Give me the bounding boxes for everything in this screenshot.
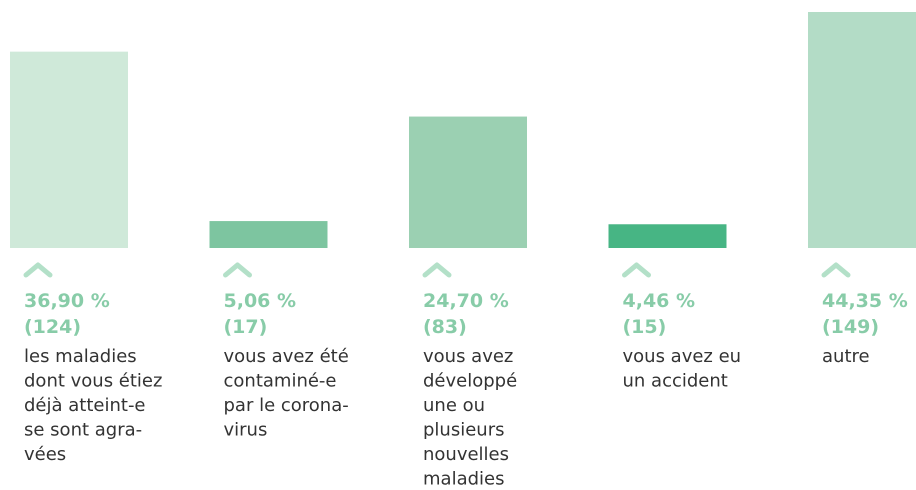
- category-label: vous avez été: [224, 346, 349, 367]
- count-label: (149): [822, 316, 879, 338]
- category-label: contaminé-e: [224, 371, 337, 392]
- category-label: virus: [224, 420, 268, 441]
- category-label: développé: [423, 371, 517, 392]
- count-label: (83): [423, 316, 467, 338]
- count-label: (15): [623, 316, 667, 338]
- chevron: [622, 262, 651, 278]
- category-label: vous avez eu: [623, 346, 742, 367]
- category-label: vées: [24, 444, 66, 465]
- bar: [808, 12, 916, 248]
- chevron: [422, 262, 452, 278]
- bar: [608, 224, 727, 248]
- value-label: 44,35 %: [822, 290, 908, 312]
- chevron: [23, 262, 53, 278]
- count-label: (17): [224, 316, 268, 338]
- bar: [209, 221, 328, 248]
- category-label: se sont agra-: [24, 420, 142, 441]
- category-label: par le corona-: [224, 395, 349, 416]
- value-label: 4,46 %: [623, 290, 696, 312]
- value-label: 5,06 %: [224, 290, 297, 312]
- category-label: un accident: [623, 371, 728, 392]
- count-label: (124): [24, 316, 81, 338]
- category-label: dont vous étiez: [24, 371, 162, 392]
- bar: [10, 51, 128, 249]
- category-label: déjà atteint-e: [24, 395, 146, 416]
- category-label: autre: [822, 346, 870, 367]
- value-label: 24,70 %: [423, 290, 509, 312]
- value-label: 36,90 %: [24, 290, 110, 312]
- category-label: plusieurs: [423, 420, 504, 441]
- category-label: les maladies: [24, 346, 137, 367]
- category-label: une ou: [423, 395, 485, 416]
- bar: [409, 116, 527, 249]
- category-label: maladies: [423, 469, 504, 490]
- chevron: [821, 262, 851, 278]
- category-label: vous avez: [423, 346, 513, 367]
- chevron: [223, 262, 252, 278]
- category-label: nouvelles: [423, 444, 509, 465]
